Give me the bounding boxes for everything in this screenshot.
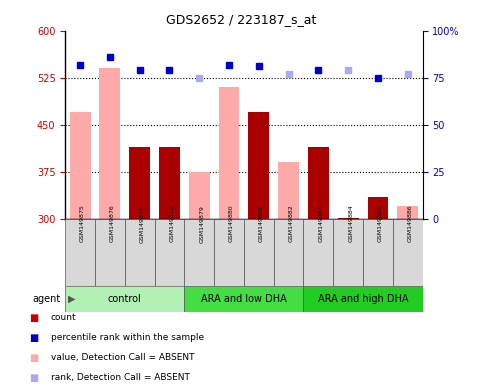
Text: GSM149886: GSM149886 xyxy=(408,205,413,242)
Text: ARA and low DHA: ARA and low DHA xyxy=(201,294,287,304)
Text: GSM149878: GSM149878 xyxy=(170,205,174,242)
Text: GSM149880: GSM149880 xyxy=(229,205,234,242)
Bar xyxy=(248,112,269,219)
Bar xyxy=(368,197,388,219)
Text: ▶: ▶ xyxy=(68,294,75,304)
Text: GSM149881: GSM149881 xyxy=(259,205,264,242)
Bar xyxy=(185,286,303,312)
Text: rank, Detection Call = ABSENT: rank, Detection Call = ABSENT xyxy=(51,373,190,382)
Text: GSM149875: GSM149875 xyxy=(80,205,85,242)
Text: count: count xyxy=(51,313,76,323)
Bar xyxy=(185,219,214,286)
Bar xyxy=(99,68,120,219)
Bar xyxy=(393,219,423,286)
Text: ■: ■ xyxy=(29,313,38,323)
Text: GSM149882: GSM149882 xyxy=(289,205,294,242)
Text: ■: ■ xyxy=(29,333,38,343)
Bar xyxy=(219,87,240,219)
Text: GSM149884: GSM149884 xyxy=(348,205,353,242)
Bar xyxy=(65,286,185,312)
Bar xyxy=(155,219,185,286)
Bar xyxy=(274,219,303,286)
Bar xyxy=(333,219,363,286)
Bar xyxy=(214,219,244,286)
Bar xyxy=(303,219,333,286)
Text: GSM149876: GSM149876 xyxy=(110,205,115,242)
Bar xyxy=(244,219,274,286)
Bar xyxy=(129,147,150,219)
Text: ■: ■ xyxy=(29,373,38,383)
Text: value, Detection Call = ABSENT: value, Detection Call = ABSENT xyxy=(51,353,194,362)
Bar xyxy=(308,147,329,219)
Text: ■: ■ xyxy=(29,353,38,363)
Bar xyxy=(125,219,155,286)
Text: GSM149879: GSM149879 xyxy=(199,205,204,243)
Text: percentile rank within the sample: percentile rank within the sample xyxy=(51,333,204,343)
Bar xyxy=(363,219,393,286)
Bar xyxy=(65,219,95,286)
Text: ARA and high DHA: ARA and high DHA xyxy=(318,294,408,304)
Text: control: control xyxy=(108,294,142,304)
Bar xyxy=(338,218,358,219)
Bar xyxy=(398,206,418,219)
Bar xyxy=(278,162,299,219)
Text: GSM149877: GSM149877 xyxy=(140,205,145,243)
Text: GSM149885: GSM149885 xyxy=(378,205,383,242)
Text: GDS2652 / 223187_s_at: GDS2652 / 223187_s_at xyxy=(166,13,317,26)
Bar xyxy=(159,147,180,219)
Bar xyxy=(70,112,90,219)
Bar xyxy=(95,219,125,286)
Bar xyxy=(303,286,423,312)
Text: GSM149883: GSM149883 xyxy=(318,205,324,242)
Text: agent: agent xyxy=(32,294,60,304)
Bar xyxy=(189,172,210,219)
